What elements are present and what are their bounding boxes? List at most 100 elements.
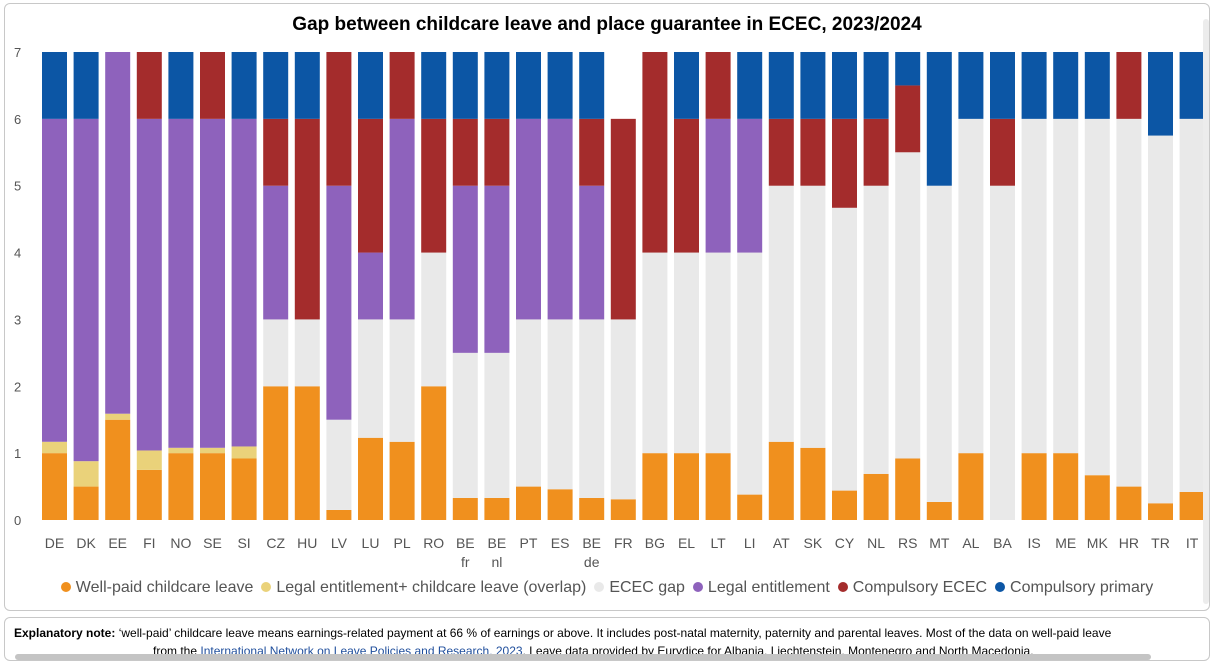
bar-segment[interactable] xyxy=(547,52,573,119)
bar-segment[interactable] xyxy=(610,118,636,320)
bar-segment[interactable] xyxy=(484,185,510,353)
bar-segment[interactable] xyxy=(231,52,257,119)
bar-segment[interactable] xyxy=(737,52,763,119)
bar-segment[interactable] xyxy=(768,52,794,119)
bar-segment[interactable] xyxy=(421,252,447,387)
bar-segment[interactable] xyxy=(136,469,162,520)
bar-segment[interactable] xyxy=(737,494,763,520)
bar-segment[interactable] xyxy=(579,497,605,520)
bar-segment[interactable] xyxy=(452,118,478,186)
legend-item[interactable]: Compulsory ECEC xyxy=(837,579,987,597)
bar-segment[interactable] xyxy=(579,52,605,119)
bar-segment[interactable] xyxy=(294,118,320,320)
legend-item[interactable]: Compulsory primary xyxy=(995,579,1153,597)
bar-segment[interactable] xyxy=(1116,486,1142,520)
bar-segment[interactable] xyxy=(326,185,352,420)
bar-segment[interactable] xyxy=(863,185,889,474)
bar-segment[interactable] xyxy=(231,446,257,459)
bar-segment[interactable] xyxy=(1179,491,1205,520)
bar-segment[interactable] xyxy=(705,453,731,520)
bar-segment[interactable] xyxy=(358,118,383,253)
bar-segment[interactable] xyxy=(958,118,984,454)
bar-segment[interactable] xyxy=(958,453,984,520)
bar-segment[interactable] xyxy=(610,499,636,520)
bar-segment[interactable] xyxy=(547,319,573,490)
bar-segment[interactable] xyxy=(1179,52,1205,119)
bar-segment[interactable] xyxy=(768,185,794,442)
bar-segment[interactable] xyxy=(800,52,826,119)
bar-segment[interactable] xyxy=(421,52,447,119)
bar-segment[interactable] xyxy=(1116,52,1142,119)
bar-segment[interactable] xyxy=(105,52,131,414)
bar-segment[interactable] xyxy=(516,118,541,320)
bar-segment[interactable] xyxy=(990,185,1015,520)
bar-segment[interactable] xyxy=(358,52,383,119)
bar-segment[interactable] xyxy=(42,441,67,454)
bar-segment[interactable] xyxy=(326,52,352,186)
bar-segment[interactable] xyxy=(1053,118,1079,454)
bar-segment[interactable] xyxy=(168,52,194,119)
bar-segment[interactable] xyxy=(452,497,478,520)
bar-segment[interactable] xyxy=(674,453,699,520)
bar-segment[interactable] xyxy=(863,118,889,186)
bar-segment[interactable] xyxy=(1084,52,1110,119)
bar-segment[interactable] xyxy=(800,185,826,448)
bar-segment[interactable] xyxy=(452,352,478,498)
bar-segment[interactable] xyxy=(1084,475,1110,520)
bar-segment[interactable] xyxy=(231,118,257,447)
bar-segment[interactable] xyxy=(421,386,447,520)
bar-segment[interactable] xyxy=(1053,453,1079,520)
bar-segment[interactable] xyxy=(516,486,541,520)
bar-segment[interactable] xyxy=(1148,135,1173,504)
bar-segment[interactable] xyxy=(73,52,99,119)
bar-segment[interactable] xyxy=(737,118,763,253)
bar-segment[interactable] xyxy=(926,52,952,186)
bar-segment[interactable] xyxy=(926,185,952,502)
bar-segment[interactable] xyxy=(832,52,857,119)
bar-segment[interactable] xyxy=(1053,52,1079,119)
bar-segment[interactable] xyxy=(674,252,699,454)
bar-segment[interactable] xyxy=(705,52,731,119)
bar-segment[interactable] xyxy=(895,52,921,86)
bar-segment[interactable] xyxy=(800,447,826,520)
bar-segment[interactable] xyxy=(516,319,541,487)
bar-segment[interactable] xyxy=(642,52,668,253)
bar-segment[interactable] xyxy=(452,185,478,353)
bar-segment[interactable] xyxy=(1084,118,1110,476)
bar-segment[interactable] xyxy=(421,118,447,253)
bar-segment[interactable] xyxy=(73,461,99,487)
bar-segment[interactable] xyxy=(452,52,478,119)
legend-item[interactable]: Legal entitlement xyxy=(692,579,830,597)
bar-segment[interactable] xyxy=(863,473,889,520)
bar-segment[interactable] xyxy=(200,447,225,454)
bar-segment[interactable] xyxy=(200,52,225,119)
bar-segment[interactable] xyxy=(294,52,320,119)
bar-segment[interactable] xyxy=(326,419,352,510)
bar-segment[interactable] xyxy=(389,319,415,442)
bar-segment[interactable] xyxy=(1021,52,1047,119)
bar-segment[interactable] xyxy=(136,118,162,451)
bar-segment[interactable] xyxy=(705,118,731,253)
bar-segment[interactable] xyxy=(42,453,67,520)
bar-segment[interactable] xyxy=(958,52,984,119)
bar-segment[interactable] xyxy=(1148,503,1173,520)
bar-segment[interactable] xyxy=(231,458,257,520)
bar-segment[interactable] xyxy=(136,450,162,470)
bar-segment[interactable] xyxy=(263,319,289,387)
bar-segment[interactable] xyxy=(168,118,194,448)
bar-segment[interactable] xyxy=(484,52,510,119)
bar-segment[interactable] xyxy=(263,386,289,520)
bar-segment[interactable] xyxy=(579,118,605,186)
bar-segment[interactable] xyxy=(990,52,1015,119)
bar-segment[interactable] xyxy=(895,458,921,520)
bar-segment[interactable] xyxy=(294,319,320,387)
bar-segment[interactable] xyxy=(642,453,668,520)
bar-segment[interactable] xyxy=(579,319,605,498)
bar-segment[interactable] xyxy=(800,118,826,186)
bar-segment[interactable] xyxy=(1148,52,1173,136)
bar-segment[interactable] xyxy=(358,319,383,438)
bar-segment[interactable] xyxy=(674,118,699,253)
bar-segment[interactable] xyxy=(484,118,510,186)
bar-segment[interactable] xyxy=(547,118,573,320)
bar-segment[interactable] xyxy=(484,352,510,498)
